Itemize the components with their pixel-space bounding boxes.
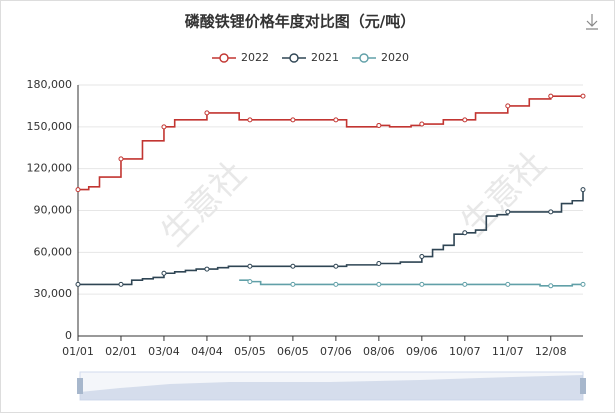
point — [376, 260, 382, 266]
y-tick-label: 150,000 — [27, 120, 73, 133]
legend-symbol — [289, 53, 299, 63]
x-tick-label: 09/06 — [406, 345, 438, 358]
point — [247, 117, 253, 123]
x-tick-label: 07/06 — [320, 345, 352, 358]
y-tick-label: 180,000 — [27, 78, 73, 91]
point — [75, 281, 81, 287]
point — [376, 281, 382, 287]
zoom-handle[interactable] — [580, 378, 586, 394]
legend-item[interactable]: 2021 — [282, 51, 339, 64]
point — [580, 281, 586, 287]
y-tick-label: 120,000 — [27, 162, 73, 175]
point — [462, 281, 468, 287]
data-zoom[interactable] — [77, 371, 586, 401]
x-tick-label: 04/04 — [191, 345, 223, 358]
point — [505, 103, 511, 109]
x-tick-label: 02/01 — [105, 345, 137, 358]
point — [376, 122, 382, 128]
point — [247, 279, 253, 285]
zoom-handle[interactable] — [77, 378, 83, 394]
x-tick-label: 12/08 — [535, 345, 567, 358]
point — [290, 281, 296, 287]
point — [548, 209, 554, 215]
x-tick-label: 06/05 — [277, 345, 309, 358]
point — [290, 263, 296, 269]
point — [161, 124, 167, 130]
point — [333, 117, 339, 123]
legend-item[interactable]: 2020 — [352, 51, 409, 64]
point — [333, 263, 339, 269]
point — [419, 254, 425, 260]
point — [462, 117, 468, 123]
legend-label: 2021 — [311, 51, 339, 64]
series-line — [78, 95, 583, 191]
icon — [586, 14, 598, 30]
y-tick-label: 60,000 — [34, 245, 73, 258]
point — [161, 270, 167, 276]
legend-item[interactable]: 2022 — [212, 51, 269, 64]
point — [548, 283, 554, 289]
point — [419, 281, 425, 287]
y-tick-label: 90,000 — [34, 204, 73, 217]
y-tick-label: 30,000 — [34, 287, 73, 300]
point — [580, 187, 586, 193]
point — [333, 281, 339, 287]
point — [290, 117, 296, 123]
y-tick-label: 0 — [65, 329, 72, 342]
point — [580, 93, 586, 99]
x-tick-label: 08/06 — [363, 345, 395, 358]
x-tick-label: 05/05 — [234, 345, 266, 358]
point — [505, 209, 511, 215]
legend-symbol — [219, 53, 229, 63]
point — [419, 121, 425, 127]
point — [462, 230, 468, 236]
x-tick-label: 10/07 — [449, 345, 481, 358]
point — [204, 266, 210, 272]
series-line — [239, 279, 583, 287]
zoom-preview — [80, 375, 583, 400]
legend-symbol — [359, 53, 369, 63]
point — [548, 93, 554, 99]
point — [75, 187, 81, 193]
point — [505, 281, 511, 287]
x-tick-label: 01/01 — [62, 345, 94, 358]
point — [118, 281, 124, 287]
x-tick-label: 11/07 — [492, 345, 524, 358]
point — [118, 156, 124, 162]
legend-label: 2020 — [381, 51, 409, 64]
point — [204, 110, 210, 116]
chart-title: 磷酸铁锂价格年度对比图（元/吨） — [185, 13, 415, 31]
legend-label: 2022 — [241, 51, 269, 64]
x-tick-label: 03/04 — [148, 345, 180, 358]
point — [247, 263, 253, 269]
download-icon[interactable] — [586, 14, 598, 30]
